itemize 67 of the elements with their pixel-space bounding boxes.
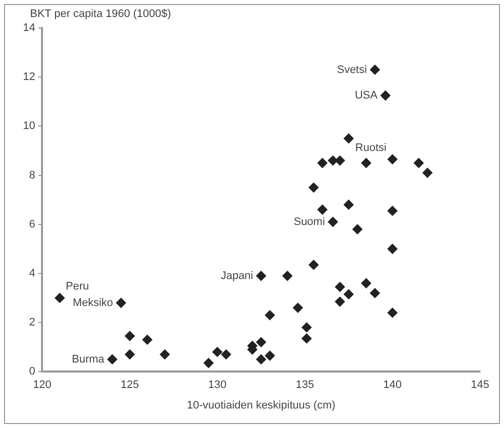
point <box>387 308 398 318</box>
point <box>344 133 354 144</box>
point <box>361 278 372 288</box>
point <box>370 288 380 298</box>
point <box>292 302 303 313</box>
annotation: Svetsi <box>336 64 367 76</box>
y-tick-label: 14 <box>22 22 36 34</box>
annotation: Japani <box>220 270 254 282</box>
y-tick-label: 12 <box>22 71 36 84</box>
y-tick-label: 10 <box>22 120 36 132</box>
point <box>387 244 398 254</box>
point <box>124 331 135 342</box>
point <box>308 182 319 193</box>
point <box>380 90 390 100</box>
annotation: USA <box>354 90 378 102</box>
y-tick-label: 0 <box>29 366 36 378</box>
x-tick-label: 135 <box>296 379 314 392</box>
point <box>328 216 338 227</box>
x-tick-label: 130 <box>208 379 227 392</box>
point <box>422 168 432 178</box>
point <box>414 158 424 168</box>
point <box>142 334 152 345</box>
point <box>221 349 232 360</box>
annotation: Peru <box>66 280 89 293</box>
annotation: Meksiko <box>72 296 114 309</box>
point <box>344 289 354 300</box>
point <box>334 296 345 307</box>
point <box>116 298 126 308</box>
point <box>334 282 345 292</box>
point <box>317 158 328 168</box>
x-tick-label: 140 <box>383 379 402 392</box>
point <box>317 204 328 215</box>
x-tick-label: 125 <box>120 379 139 392</box>
point <box>302 333 312 344</box>
annotation: Burma <box>72 353 106 366</box>
point <box>361 158 372 168</box>
y-tick-label: 2 <box>29 316 36 329</box>
x-tick-label: 145 <box>470 379 490 392</box>
point <box>344 200 354 210</box>
point <box>256 270 266 281</box>
point <box>387 206 398 216</box>
point <box>334 156 345 166</box>
point <box>54 292 65 303</box>
point <box>352 224 362 234</box>
y-tick-label: 8 <box>29 169 36 182</box>
point <box>256 354 266 364</box>
y-tick-label: 4 <box>29 267 36 280</box>
annotation: Ruotsi <box>355 142 386 154</box>
point <box>160 349 170 360</box>
point <box>308 260 319 270</box>
point <box>124 349 135 360</box>
point <box>302 322 312 332</box>
point <box>264 310 275 320</box>
y-axis-title: BKT per capita 1960 (1000$) <box>30 8 172 20</box>
point <box>107 354 118 364</box>
point <box>387 154 398 164</box>
point <box>212 346 222 357</box>
x-axis-title: 10-vuotiaiden keskipituus (cm) <box>186 399 336 412</box>
point <box>264 350 275 361</box>
y-tick-label: 6 <box>29 218 36 230</box>
point <box>282 270 292 281</box>
point <box>204 358 214 368</box>
x-tick-label: 120 <box>33 379 52 392</box>
point <box>328 156 338 166</box>
point <box>256 337 266 348</box>
point <box>370 64 380 75</box>
annotation: Suomi <box>294 216 325 228</box>
